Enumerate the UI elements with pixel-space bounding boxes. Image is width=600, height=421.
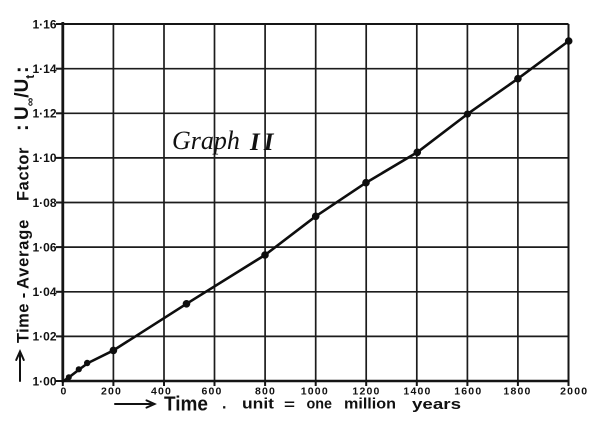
- svg-text:U∞/Ut: U∞/Ut: [12, 75, 37, 120]
- svg-text:=: =: [284, 396, 295, 412]
- svg-text:0: 0: [60, 385, 67, 397]
- svg-text:1200: 1200: [352, 385, 380, 397]
- svg-text:Time: Time: [164, 394, 208, 416]
- svg-text:2000: 2000: [560, 385, 588, 397]
- svg-text:1000: 1000: [301, 385, 329, 397]
- svg-text:1·06: 1·06: [32, 240, 56, 254]
- svg-text:unit: unit: [242, 397, 274, 413]
- svg-text:200: 200: [101, 385, 122, 397]
- svg-text:1400: 1400: [403, 385, 431, 397]
- svg-text:1·10: 1·10: [32, 151, 56, 165]
- svg-text:Time -: Time -: [15, 292, 33, 343]
- svg-text:1·02: 1·02: [32, 330, 56, 344]
- svg-text:1800: 1800: [503, 385, 531, 397]
- svg-text:1·04: 1·04: [32, 285, 56, 299]
- svg-text:Average: Average: [15, 219, 33, 289]
- svg-text::: :: [11, 66, 33, 73]
- svg-text:1·14: 1·14: [32, 62, 56, 76]
- svg-text:one: one: [307, 397, 333, 413]
- svg-text:years: years: [412, 397, 461, 413]
- svg-text:II: II: [249, 129, 277, 156]
- svg-text:1·08: 1·08: [32, 196, 56, 210]
- svg-text:1·12: 1·12: [32, 107, 56, 121]
- svg-text:1·00: 1·00: [32, 374, 56, 388]
- svg-text:million: million: [344, 397, 396, 413]
- svg-text:.: .: [222, 396, 226, 413]
- svg-text::: :: [11, 124, 33, 131]
- svg-text:Graph: Graph: [172, 126, 240, 155]
- svg-text:1600: 1600: [454, 385, 482, 397]
- svg-text:Factor: Factor: [15, 147, 33, 201]
- svg-text:600: 600: [201, 385, 222, 397]
- svg-text:400: 400: [151, 385, 172, 397]
- svg-text:800: 800: [255, 385, 276, 397]
- svg-text:1·16: 1·16: [32, 17, 56, 31]
